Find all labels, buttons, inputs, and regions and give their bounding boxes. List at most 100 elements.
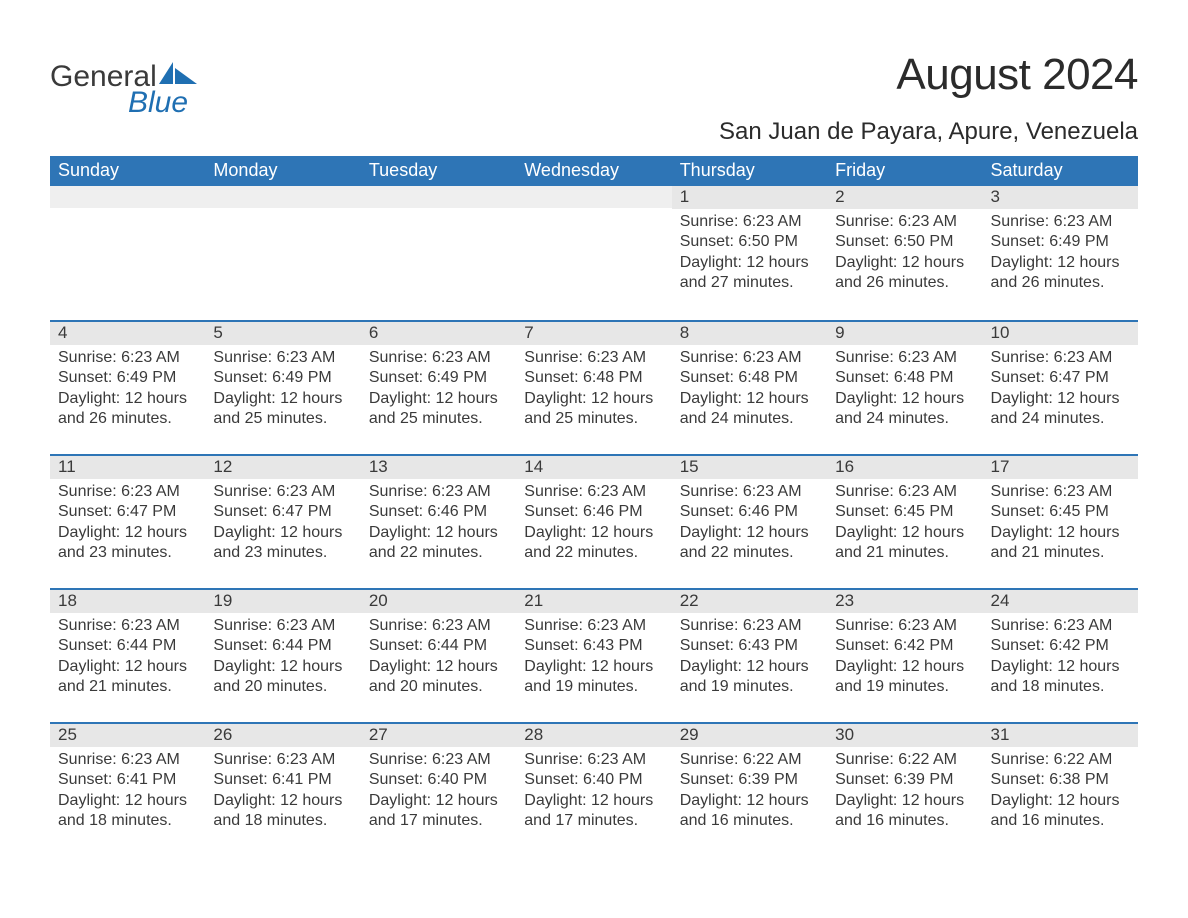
calendar-cell: 7Sunrise: 6:23 AMSunset: 6:48 PMDaylight… — [516, 320, 671, 454]
day-body: Sunrise: 6:23 AMSunset: 6:46 PMDaylight:… — [361, 479, 516, 570]
day-body: Sunrise: 6:23 AMSunset: 6:43 PMDaylight:… — [672, 613, 827, 704]
sunset-line: Sunset: 6:50 PM — [835, 232, 974, 252]
sunrise-line: Sunrise: 6:23 AM — [58, 348, 197, 368]
sunrise-line: Sunrise: 6:23 AM — [369, 616, 508, 636]
day-number-bar: 25 — [50, 722, 205, 747]
sunset-line: Sunset: 6:38 PM — [991, 770, 1130, 790]
day-body: Sunrise: 6:23 AMSunset: 6:49 PMDaylight:… — [50, 345, 205, 436]
sunrise-line: Sunrise: 6:23 AM — [58, 616, 197, 636]
sunset-line: Sunset: 6:46 PM — [524, 502, 663, 522]
sunset-line: Sunset: 6:47 PM — [991, 368, 1130, 388]
title-block: August 2024 San Juan de Payara, Apure, V… — [719, 50, 1138, 150]
day-body: Sunrise: 6:23 AMSunset: 6:42 PMDaylight:… — [983, 613, 1138, 704]
calendar-cell: 6Sunrise: 6:23 AMSunset: 6:49 PMDaylight… — [361, 320, 516, 454]
day-body: Sunrise: 6:23 AMSunset: 6:47 PMDaylight:… — [205, 479, 360, 570]
sunset-line: Sunset: 6:44 PM — [213, 636, 352, 656]
daylight-line: Daylight: 12 hours and 18 minutes. — [991, 657, 1130, 698]
calendar-cell: 23Sunrise: 6:23 AMSunset: 6:42 PMDayligh… — [827, 588, 982, 722]
sunrise-line: Sunrise: 6:23 AM — [213, 482, 352, 502]
sunrise-line: Sunrise: 6:23 AM — [213, 348, 352, 368]
calendar-cell: 25Sunrise: 6:23 AMSunset: 6:41 PMDayligh… — [50, 722, 205, 856]
daylight-line: Daylight: 12 hours and 23 minutes. — [58, 523, 197, 564]
sunrise-line: Sunrise: 6:22 AM — [680, 750, 819, 770]
day-number-bar: 17 — [983, 454, 1138, 479]
calendar-cell: 10Sunrise: 6:23 AMSunset: 6:47 PMDayligh… — [983, 320, 1138, 454]
day-body: Sunrise: 6:22 AMSunset: 6:38 PMDaylight:… — [983, 747, 1138, 838]
calendar-cell: 29Sunrise: 6:22 AMSunset: 6:39 PMDayligh… — [672, 722, 827, 856]
day-body: Sunrise: 6:23 AMSunset: 6:48 PMDaylight:… — [827, 345, 982, 436]
day-number-bar: 24 — [983, 588, 1138, 613]
daylight-line: Daylight: 12 hours and 25 minutes. — [369, 389, 508, 430]
day-body: Sunrise: 6:23 AMSunset: 6:40 PMDaylight:… — [516, 747, 671, 838]
sunset-line: Sunset: 6:43 PM — [524, 636, 663, 656]
daylight-line: Daylight: 12 hours and 26 minutes. — [58, 389, 197, 430]
day-number-bar: 28 — [516, 722, 671, 747]
day-body: Sunrise: 6:23 AMSunset: 6:40 PMDaylight:… — [361, 747, 516, 838]
calendar-cell: 12Sunrise: 6:23 AMSunset: 6:47 PMDayligh… — [205, 454, 360, 588]
calendar-cell: 26Sunrise: 6:23 AMSunset: 6:41 PMDayligh… — [205, 722, 360, 856]
calendar-table: SundayMondayTuesdayWednesdayThursdayFrid… — [50, 156, 1138, 856]
sunrise-line: Sunrise: 6:23 AM — [524, 348, 663, 368]
calendar-cell: 28Sunrise: 6:23 AMSunset: 6:40 PMDayligh… — [516, 722, 671, 856]
day-number-bar-empty — [50, 186, 205, 208]
daylight-line: Daylight: 12 hours and 20 minutes. — [213, 657, 352, 698]
daylight-line: Daylight: 12 hours and 17 minutes. — [369, 791, 508, 832]
calendar-week-row: 4Sunrise: 6:23 AMSunset: 6:49 PMDaylight… — [50, 320, 1138, 454]
calendar-cell: 31Sunrise: 6:22 AMSunset: 6:38 PMDayligh… — [983, 722, 1138, 856]
daylight-line: Daylight: 12 hours and 25 minutes. — [524, 389, 663, 430]
calendar-body: 1Sunrise: 6:23 AMSunset: 6:50 PMDaylight… — [50, 186, 1138, 856]
day-body: Sunrise: 6:23 AMSunset: 6:49 PMDaylight:… — [205, 345, 360, 436]
sunrise-line: Sunrise: 6:23 AM — [524, 750, 663, 770]
sunset-line: Sunset: 6:43 PM — [680, 636, 819, 656]
day-body: Sunrise: 6:23 AMSunset: 6:44 PMDaylight:… — [205, 613, 360, 704]
day-header: Sunday — [50, 156, 205, 186]
sunset-line: Sunset: 6:47 PM — [213, 502, 352, 522]
sunrise-line: Sunrise: 6:23 AM — [58, 482, 197, 502]
calendar-cell: 19Sunrise: 6:23 AMSunset: 6:44 PMDayligh… — [205, 588, 360, 722]
daylight-line: Daylight: 12 hours and 19 minutes. — [524, 657, 663, 698]
day-number-bar: 2 — [827, 186, 982, 209]
day-number-bar: 13 — [361, 454, 516, 479]
sunset-line: Sunset: 6:45 PM — [835, 502, 974, 522]
calendar-cell: 14Sunrise: 6:23 AMSunset: 6:46 PMDayligh… — [516, 454, 671, 588]
day-number-bar: 8 — [672, 320, 827, 345]
calendar-cell: 16Sunrise: 6:23 AMSunset: 6:45 PMDayligh… — [827, 454, 982, 588]
day-number-bar: 29 — [672, 722, 827, 747]
calendar-week-row: 18Sunrise: 6:23 AMSunset: 6:44 PMDayligh… — [50, 588, 1138, 722]
sunset-line: Sunset: 6:41 PM — [58, 770, 197, 790]
daylight-line: Daylight: 12 hours and 22 minutes. — [680, 523, 819, 564]
sunrise-line: Sunrise: 6:23 AM — [991, 212, 1130, 232]
daylight-line: Daylight: 12 hours and 16 minutes. — [680, 791, 819, 832]
daylight-line: Daylight: 12 hours and 20 minutes. — [369, 657, 508, 698]
day-body: Sunrise: 6:23 AMSunset: 6:49 PMDaylight:… — [983, 209, 1138, 300]
day-header: Tuesday — [361, 156, 516, 186]
daylight-line: Daylight: 12 hours and 27 minutes. — [680, 253, 819, 294]
day-body: Sunrise: 6:23 AMSunset: 6:47 PMDaylight:… — [983, 345, 1138, 436]
page-title: August 2024 — [719, 50, 1138, 100]
day-body: Sunrise: 6:23 AMSunset: 6:45 PMDaylight:… — [983, 479, 1138, 570]
sunrise-line: Sunrise: 6:23 AM — [524, 482, 663, 502]
header-row: General Blue August 2024 San Juan de Pay… — [50, 50, 1138, 150]
day-number-bar-empty — [516, 186, 671, 208]
sunset-line: Sunset: 6:49 PM — [213, 368, 352, 388]
day-body: Sunrise: 6:23 AMSunset: 6:50 PMDaylight:… — [672, 209, 827, 300]
daylight-line: Daylight: 12 hours and 22 minutes. — [524, 523, 663, 564]
calendar-cell: 30Sunrise: 6:22 AMSunset: 6:39 PMDayligh… — [827, 722, 982, 856]
sunrise-line: Sunrise: 6:23 AM — [991, 616, 1130, 636]
day-number-bar: 22 — [672, 588, 827, 613]
day-number-bar: 19 — [205, 588, 360, 613]
sunrise-line: Sunrise: 6:23 AM — [835, 348, 974, 368]
daylight-line: Daylight: 12 hours and 24 minutes. — [680, 389, 819, 430]
daylight-line: Daylight: 12 hours and 19 minutes. — [835, 657, 974, 698]
calendar-cell — [516, 186, 671, 320]
day-body: Sunrise: 6:23 AMSunset: 6:47 PMDaylight:… — [50, 479, 205, 570]
calendar-cell — [50, 186, 205, 320]
calendar-week-row: 1Sunrise: 6:23 AMSunset: 6:50 PMDaylight… — [50, 186, 1138, 320]
daylight-line: Daylight: 12 hours and 22 minutes. — [369, 523, 508, 564]
daylight-line: Daylight: 12 hours and 26 minutes. — [991, 253, 1130, 294]
calendar-cell: 21Sunrise: 6:23 AMSunset: 6:43 PMDayligh… — [516, 588, 671, 722]
sunrise-line: Sunrise: 6:23 AM — [58, 750, 197, 770]
sunrise-line: Sunrise: 6:22 AM — [991, 750, 1130, 770]
day-number-bar: 4 — [50, 320, 205, 345]
day-number-bar: 30 — [827, 722, 982, 747]
